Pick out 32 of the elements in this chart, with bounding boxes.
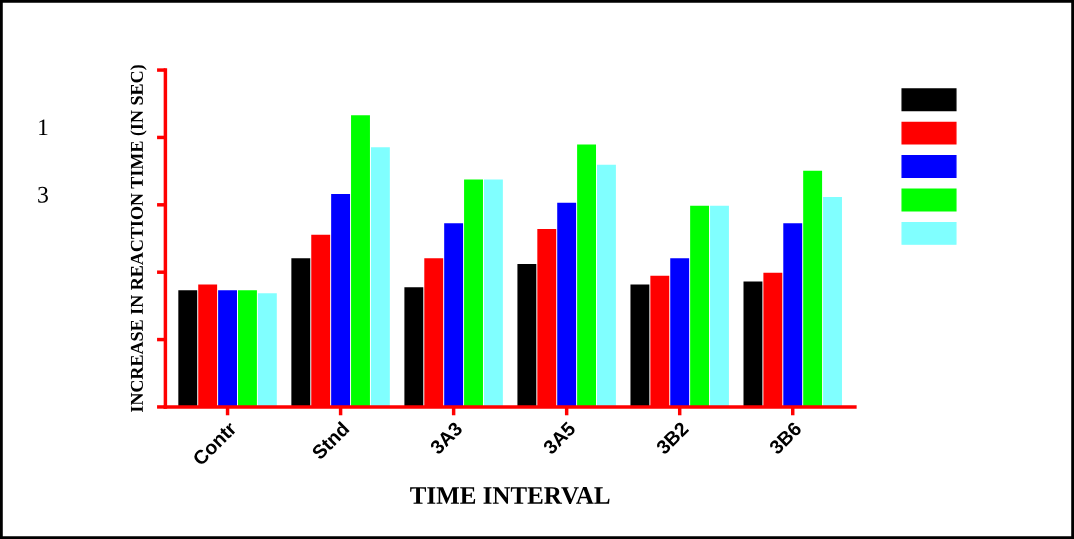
x-tick-label: 3B6	[768, 421, 803, 456]
bar	[710, 205, 729, 407]
bar	[291, 258, 311, 407]
bar	[404, 287, 424, 407]
x-tick-label: 3B2	[655, 421, 690, 456]
bar	[517, 264, 537, 407]
bar	[597, 164, 616, 407]
text: 1	[39, 119, 48, 136]
bar	[257, 293, 277, 407]
bar	[783, 223, 803, 407]
bar	[577, 144, 597, 407]
bar	[238, 290, 257, 407]
bar	[670, 258, 690, 407]
bar	[483, 179, 503, 407]
bar	[630, 284, 650, 407]
bar	[218, 290, 238, 407]
bar	[444, 223, 464, 407]
bar	[690, 205, 710, 407]
bar	[743, 281, 763, 407]
x-axis-title: TIME INTERVAL	[410, 487, 610, 504]
bar	[557, 202, 577, 407]
bar	[331, 194, 351, 407]
bar	[823, 196, 842, 407]
x-tick-label: 3A3	[429, 421, 464, 456]
bar	[351, 115, 370, 407]
y-axis-title: INCREASE IN REACTION TIME (IN SEC)	[130, 65, 147, 413]
text: 3	[38, 186, 48, 203]
x-tick-label: 3A5	[542, 420, 577, 456]
bar	[178, 290, 198, 407]
bar	[370, 147, 390, 407]
bar	[464, 179, 483, 407]
bar	[803, 170, 823, 407]
